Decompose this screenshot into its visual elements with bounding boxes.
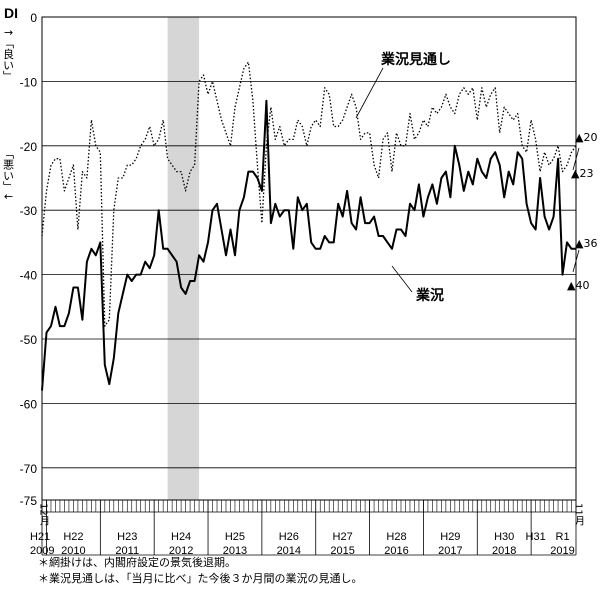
x-year-label: 2012 bbox=[169, 545, 193, 557]
series-1-point bbox=[508, 113, 509, 114]
leader-mitoshi bbox=[355, 67, 384, 119]
series-1-point bbox=[432, 107, 433, 108]
grid-layer bbox=[42, 16, 576, 469]
x-era-label: H29 bbox=[440, 531, 460, 543]
series-line-1 bbox=[41, 61, 577, 327]
series-1-point bbox=[490, 94, 491, 95]
series-1-point bbox=[158, 139, 159, 140]
footnote-outlook: ＊業況見通しは、「当月に比べ」た今後３か月間の業況の見通し。 bbox=[38, 572, 363, 585]
y-bad-label: 「悪い」↓ bbox=[2, 148, 15, 201]
x-era-label: H30 bbox=[494, 531, 514, 543]
leader-gyokyo bbox=[391, 265, 413, 293]
series-1-point bbox=[459, 94, 460, 95]
y-tick-label-10: -10 bbox=[20, 75, 38, 89]
series-label-mitoshi: 業況見通し bbox=[380, 51, 451, 68]
recession-shade-layer bbox=[167, 17, 200, 500]
series-1-point bbox=[100, 152, 101, 153]
x-era-label: H27 bbox=[333, 531, 353, 543]
x-era-label: H25 bbox=[225, 531, 245, 543]
x-year-label: 2018 bbox=[492, 545, 516, 557]
series-1-point bbox=[535, 139, 536, 140]
arrow-gyokyo bbox=[572, 249, 580, 273]
x-start-label: 12月 bbox=[38, 503, 50, 527]
series-1-point bbox=[239, 87, 240, 88]
y-tick-label-40: -40 bbox=[20, 269, 38, 283]
series-1-point bbox=[252, 100, 253, 101]
series-1-point bbox=[315, 119, 316, 120]
end-label-gyokyo: ▲40 bbox=[567, 279, 589, 292]
y-tick-label-0: 0 bbox=[30, 11, 37, 25]
series-1-point bbox=[369, 132, 370, 133]
x-year-label: 2019 bbox=[550, 545, 574, 557]
y-tick-label-30: -30 bbox=[20, 204, 38, 218]
y-tick-label-70: -70 bbox=[20, 462, 38, 476]
x-era-label: R1 bbox=[556, 531, 570, 543]
plot-frame bbox=[41, 16, 577, 501]
x-era-label: H23 bbox=[117, 531, 137, 543]
x-era-label: H21 bbox=[30, 531, 50, 543]
series-1-point bbox=[55, 158, 56, 159]
arrow-mitoshi bbox=[572, 147, 580, 171]
y-tick-label-75: -75 bbox=[20, 494, 38, 508]
x-year-label: 2014 bbox=[277, 545, 301, 557]
end-label-gyokyo-b: ▲36 bbox=[575, 237, 597, 250]
series-1-point bbox=[131, 165, 132, 166]
x-year-label: 2016 bbox=[384, 545, 408, 557]
recession-shade bbox=[167, 17, 200, 500]
end-label-mitoshi: ▲20 bbox=[575, 131, 597, 144]
series-1-point bbox=[207, 94, 208, 95]
series-layer bbox=[41, 61, 577, 391]
y-unit-label: DI bbox=[4, 5, 18, 21]
series-1-point bbox=[418, 132, 419, 133]
series-1-point bbox=[423, 119, 424, 120]
y-good-label: ↑「良い」 bbox=[2, 28, 15, 81]
x-era-label: H26 bbox=[279, 531, 299, 543]
x-era-label: H24 bbox=[171, 531, 191, 543]
x-year-label: 2009 bbox=[30, 545, 54, 557]
x-year-label: 2011 bbox=[115, 545, 139, 557]
x-year-label: 2017 bbox=[438, 545, 462, 557]
label-layer bbox=[355, 67, 580, 293]
x-era-label: H31 bbox=[526, 531, 546, 543]
series-1-point bbox=[544, 152, 545, 153]
x-end-label: 11月 bbox=[573, 503, 585, 527]
series-label-gyokyo: 業況 bbox=[415, 287, 444, 304]
series-1-point bbox=[396, 132, 397, 133]
x-era-label: H22 bbox=[63, 531, 83, 543]
y-tick-label-50: -50 bbox=[20, 333, 38, 347]
x-era-label: H28 bbox=[386, 531, 406, 543]
series-line-0 bbox=[41, 99, 576, 391]
series-1-point bbox=[414, 139, 415, 140]
x-year-label: 2015 bbox=[330, 545, 354, 557]
axis-layer: 0 -10 -20 -30 -40 -50 -60 -70 -75 H21 2009 H22 2010 H… bbox=[20, 11, 577, 557]
y-tick-label-60: -60 bbox=[20, 397, 38, 411]
footnote-shade: ＊網掛けは、内閣府設定の景気後退期。 bbox=[38, 556, 236, 569]
series-1-point bbox=[553, 158, 554, 159]
x-year-label: 2010 bbox=[61, 545, 85, 557]
x-year-label: 2013 bbox=[223, 545, 247, 557]
series-1-point bbox=[261, 223, 262, 224]
series-1-point bbox=[333, 126, 334, 127]
end-label-mitoshi-b: ▲23 bbox=[571, 167, 593, 180]
y-tick-label-20: -20 bbox=[20, 140, 38, 154]
series-1-point bbox=[526, 152, 527, 153]
